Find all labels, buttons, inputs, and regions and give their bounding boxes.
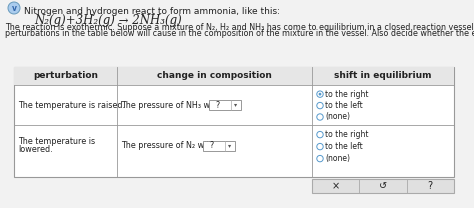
Text: perturbation: perturbation bbox=[33, 72, 98, 80]
Circle shape bbox=[319, 93, 321, 95]
Bar bbox=[209, 100, 241, 110]
Text: ?: ? bbox=[210, 141, 214, 151]
Text: ▾: ▾ bbox=[228, 144, 232, 149]
Text: The pressure of N₂ will: The pressure of N₂ will bbox=[121, 141, 211, 151]
Text: (none): (none) bbox=[325, 154, 350, 163]
Text: to the left: to the left bbox=[325, 142, 363, 151]
Text: perturbations in the table below will cause in the composition of the mixture in: perturbations in the table below will ca… bbox=[5, 29, 474, 38]
Bar bbox=[312, 179, 454, 193]
Text: v: v bbox=[11, 4, 17, 13]
Text: ?: ? bbox=[216, 100, 220, 109]
Text: The pressure of NH₃ will: The pressure of NH₃ will bbox=[121, 100, 217, 109]
Text: ▾: ▾ bbox=[235, 103, 237, 108]
Circle shape bbox=[317, 131, 323, 138]
Text: lowered.: lowered. bbox=[18, 146, 53, 155]
Circle shape bbox=[317, 102, 323, 109]
Circle shape bbox=[8, 2, 20, 14]
Text: The reaction is exothermic. Suppose a mixture of N₂, H₂ and NH₃ has come to equi: The reaction is exothermic. Suppose a mi… bbox=[5, 23, 474, 32]
Text: to the left: to the left bbox=[325, 101, 363, 110]
Text: shift in equilibrium: shift in equilibrium bbox=[334, 72, 432, 80]
Text: ↺: ↺ bbox=[379, 181, 387, 191]
Text: N₂(g)+3H₂(g) → 2NH₃(g): N₂(g)+3H₂(g) → 2NH₃(g) bbox=[34, 14, 182, 27]
Text: change in composition: change in composition bbox=[157, 72, 272, 80]
Text: to the right: to the right bbox=[325, 90, 368, 99]
Bar bbox=[14, 67, 454, 85]
Circle shape bbox=[317, 155, 323, 162]
Bar bbox=[203, 141, 235, 151]
Text: (none): (none) bbox=[325, 113, 350, 121]
Circle shape bbox=[317, 91, 323, 97]
Text: ?: ? bbox=[428, 181, 433, 191]
Bar bbox=[14, 67, 454, 177]
Circle shape bbox=[317, 143, 323, 150]
Text: Nitrogen and hydrogen react to form ammonia, like this:: Nitrogen and hydrogen react to form ammo… bbox=[24, 7, 280, 16]
Text: to the right: to the right bbox=[325, 130, 368, 139]
Text: The temperature is: The temperature is bbox=[18, 137, 95, 146]
Circle shape bbox=[317, 114, 323, 120]
Text: The temperature is raised.: The temperature is raised. bbox=[18, 100, 125, 109]
Text: ×: × bbox=[332, 181, 340, 191]
